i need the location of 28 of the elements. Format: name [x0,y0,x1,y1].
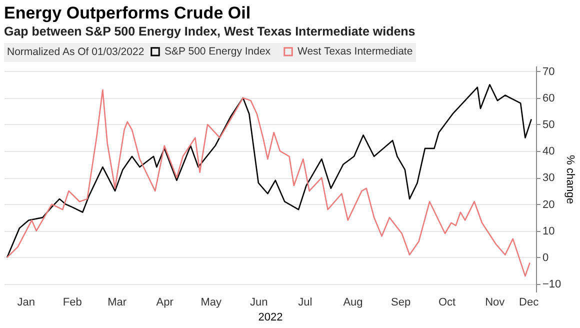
x-tick-label: Jan [17,296,35,308]
y-tick-label: 10 [542,225,555,238]
legend-title: Normalized As Of 01/03/2022 [7,46,144,58]
chart-subtitle: Gap between S&P 500 Energy Index, West Texas Intermediate widens [4,24,416,38]
x-tick-label: Oct [438,296,456,308]
y-tick-label: 70 [542,66,555,78]
x-tick-label: Feb [62,296,82,308]
chart-title: Energy Outperforms Crude Oil [4,4,251,22]
y-tick-label: 0 [542,252,549,264]
legend-label: S&P 500 Energy Index [164,46,272,58]
y-tick-label: 50 [542,118,555,131]
y-axis-title: % change [564,155,576,204]
y-tick-label: 40 [542,146,555,158]
legend-label: West Texas Intermediate [298,46,413,58]
x-tick-label: Jun [250,296,268,308]
y-tick-label: 20 [542,198,555,211]
y-tick-label: 30 [542,172,555,184]
x-tick-label: Mar [108,296,127,308]
x-tick-label: Apr [156,296,174,308]
x-tick-label: Sep [391,296,411,308]
x-tick-label: Nov [485,296,506,308]
y-tick-label: −10 [542,278,562,291]
y-tick-label: 60 [542,92,555,104]
x-tick-label: Dec [519,296,540,308]
x-tick-label: May [200,296,222,308]
x-tick-label: Jul [298,296,312,308]
x-tick-label: Aug [343,296,363,308]
x-axis-title: 2022 [258,312,283,324]
